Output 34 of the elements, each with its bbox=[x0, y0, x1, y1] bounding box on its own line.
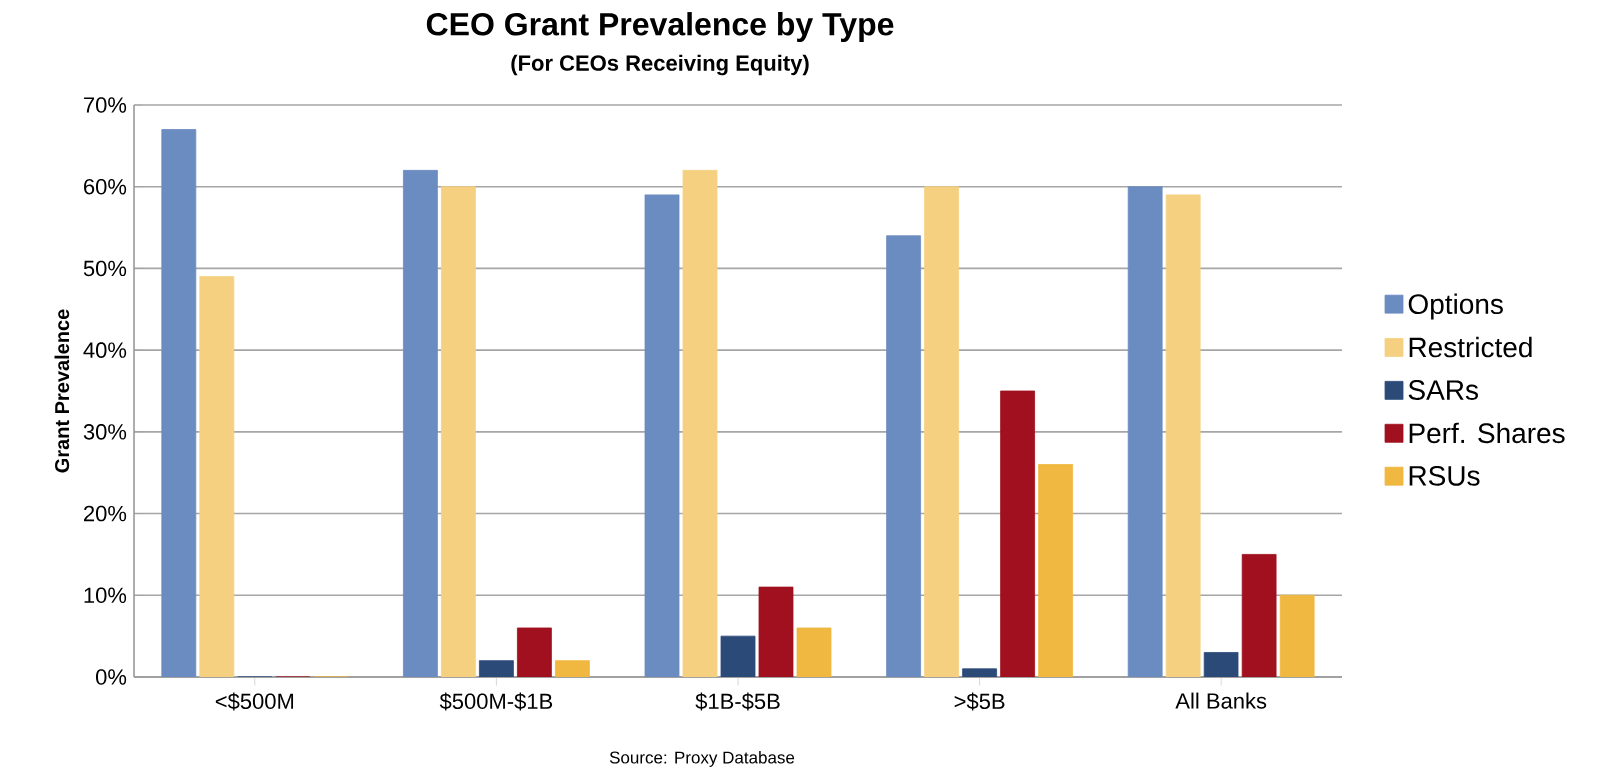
legend-label: SARs bbox=[1408, 380, 1478, 400]
bar bbox=[517, 627, 552, 677]
chart-title: CEO Grant Prevalence by Type bbox=[426, 12, 894, 42]
bar bbox=[1203, 652, 1239, 677]
bar bbox=[479, 660, 514, 677]
x-tick-label: <$500M bbox=[215, 692, 294, 711]
bar bbox=[796, 627, 832, 677]
y-tick-label: 50% bbox=[83, 260, 127, 277]
bar bbox=[555, 660, 590, 677]
bar bbox=[1279, 594, 1315, 677]
x-tick-label: $500M-$1B bbox=[439, 692, 553, 711]
y-tick-label: 40% bbox=[83, 342, 127, 358]
y-tick-label: 0% bbox=[96, 669, 127, 685]
legend-label: Perf. Shares bbox=[1409, 422, 1565, 444]
x-tick-label: $1B-$5B bbox=[695, 692, 780, 711]
x-tick-label: All Banks bbox=[1175, 692, 1267, 709]
y-tick-label: 30% bbox=[83, 424, 127, 440]
bar bbox=[1038, 464, 1073, 677]
legend-label: RSUs bbox=[1409, 465, 1480, 486]
bar bbox=[1241, 554, 1277, 677]
source-note: Source: Proxy Database bbox=[609, 751, 795, 767]
y-axis-title: Grant Prevalence bbox=[54, 309, 70, 473]
bar bbox=[758, 586, 794, 677]
bar bbox=[1000, 390, 1035, 677]
chart-subtitle: (For CEOs Receiving Equity) bbox=[511, 54, 809, 76]
y-tick-label: 20% bbox=[84, 505, 127, 522]
bar bbox=[720, 635, 756, 677]
legend-label: Options bbox=[1408, 293, 1503, 320]
x-tick-label: >$5B bbox=[954, 692, 1005, 711]
y-tick-label: 10% bbox=[84, 587, 127, 604]
y-tick-label: 60% bbox=[84, 178, 127, 195]
bar bbox=[962, 668, 997, 677]
y-tick-label: 70% bbox=[84, 97, 127, 113]
legend-label: Restricted bbox=[1409, 336, 1532, 358]
